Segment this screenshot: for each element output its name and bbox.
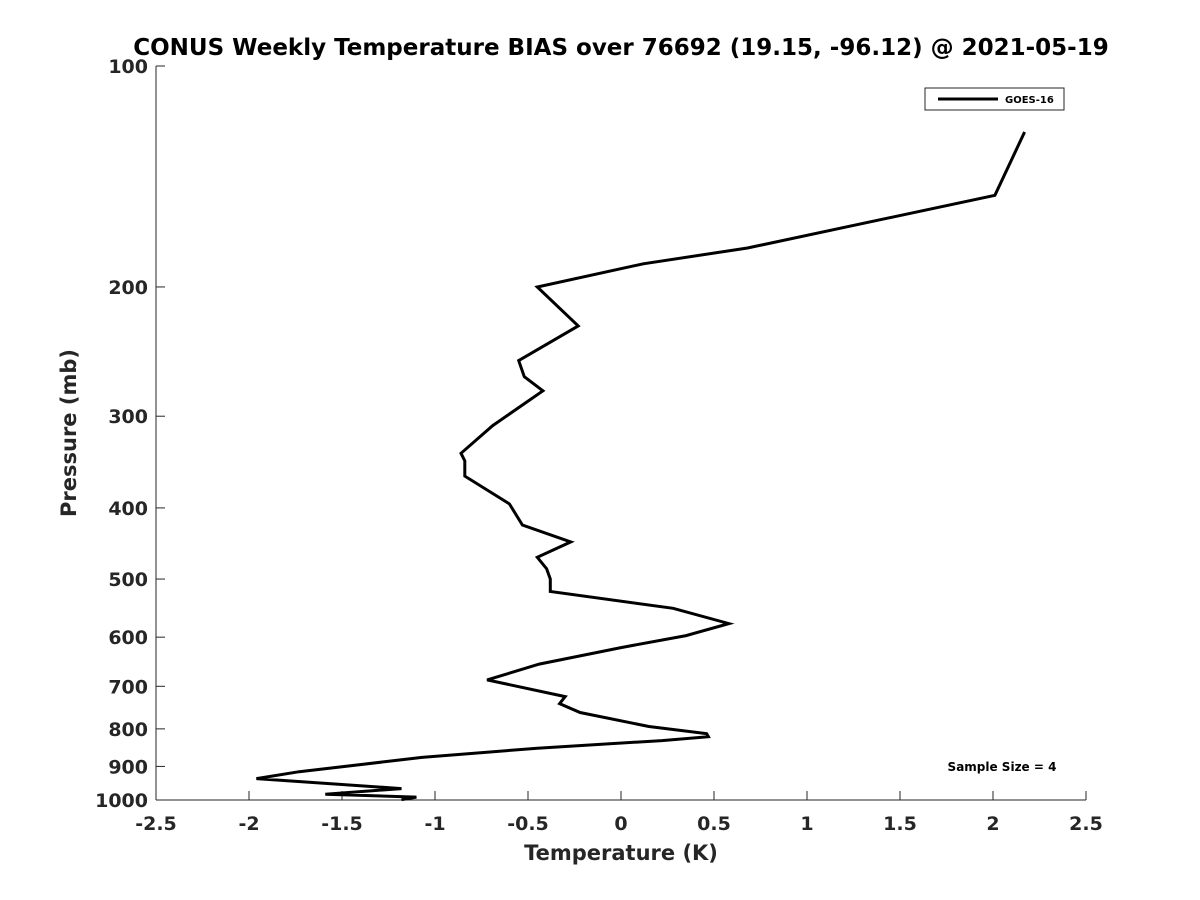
series-layer [256, 131, 1026, 802]
y-tick-label: 800 [108, 719, 148, 741]
y-tick-label: 200 [108, 277, 148, 299]
x-axis: -2.5 -2 -1.5 -1 -0.5 0 0.5 1 1.5 2 2.5 [135, 791, 1103, 835]
chart-title: CONUS Weekly Temperature BIAS over 76692… [133, 35, 1108, 61]
x-tick-label: -1 [424, 813, 445, 835]
x-tick-label: -2 [238, 813, 259, 835]
y-axis: 100 200 300 400 500 600 700 800 900 1000 [95, 56, 165, 812]
x-tick-label: -2.5 [135, 813, 177, 835]
x-ticks: -2.5 -2 -1.5 -1 -0.5 0 0.5 1 1.5 2 2.5 [135, 791, 1103, 835]
y-tick-label: 700 [108, 676, 148, 698]
y-tick-label: 400 [108, 498, 148, 520]
x-tick-label: 2 [986, 813, 999, 835]
y-tick-label: 100 [108, 56, 148, 78]
legend-label: GOES-16 [1005, 95, 1054, 106]
x-tick-label: 0.5 [697, 813, 731, 835]
y-tick-label: 600 [108, 627, 148, 649]
y-tick-label: 300 [108, 406, 148, 428]
x-tick-label: -1.5 [321, 813, 363, 835]
x-tick-label: 1 [800, 813, 813, 835]
y-tick-label: 1000 [95, 790, 148, 812]
y-axis-label: Pressure (mb) [57, 349, 81, 517]
x-axis-label: Temperature (K) [524, 841, 718, 865]
x-tick-label: -0.5 [507, 813, 549, 835]
x-tick-label: 1.5 [883, 813, 917, 835]
sample-size-annotation: Sample Size = 4 [948, 760, 1057, 774]
series-line-goes-16 [256, 131, 1026, 802]
x-tick-label: 0 [614, 813, 627, 835]
y-tick-label: 500 [108, 569, 148, 591]
legend: GOES-16 [924, 87, 1065, 111]
x-tick-label: 2.5 [1069, 813, 1103, 835]
y-tick-label: 900 [108, 756, 148, 778]
y-ticks: 100 200 300 400 500 600 700 800 900 1000 [95, 56, 165, 812]
